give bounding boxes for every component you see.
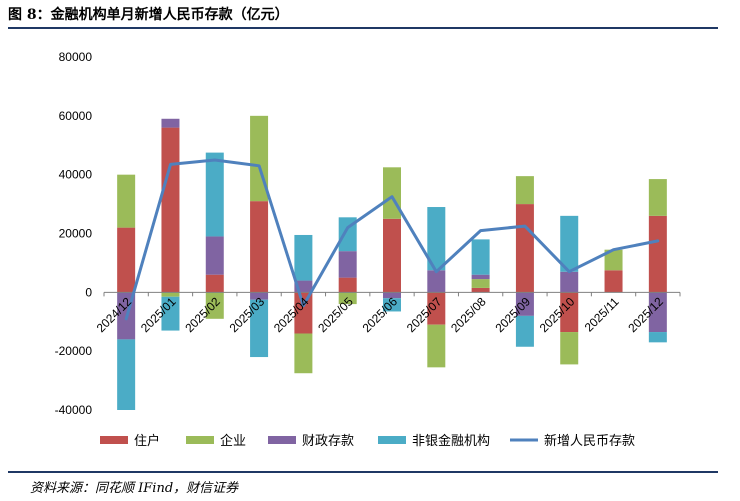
bar-segment — [515, 292, 534, 316]
bar-segment — [383, 298, 401, 312]
bar-segment — [161, 127, 180, 293]
x-tick-label: 2025/08 — [448, 294, 489, 335]
bar-segment — [427, 324, 446, 368]
bar-segment — [560, 271, 579, 293]
bar-segment — [250, 201, 269, 293]
bar-segment — [560, 215, 579, 272]
y-tick-label: 80000 — [59, 50, 93, 64]
y-tick-label: 40000 — [59, 168, 93, 182]
x-tick-label: 2025/05 — [315, 294, 356, 335]
source-note: 资料来源：同花顺 IFind，财信证券 — [30, 481, 239, 496]
chart-title: 图 8：金融机构单月新增人民币存款（亿元） — [8, 7, 289, 23]
bar-segment — [427, 270, 446, 293]
bar-segment — [338, 251, 357, 278]
bar-segment — [294, 280, 313, 293]
y-tick-label: 60000 — [59, 109, 93, 123]
legend-label: 财政存款 — [302, 434, 354, 449]
bar-segment — [604, 270, 623, 293]
bar-segment — [205, 292, 224, 319]
bar-segment — [205, 236, 224, 275]
bar-segment — [427, 207, 446, 271]
y-tick-label: -20000 — [55, 344, 93, 358]
legend-label: 非银金融机构 — [412, 433, 490, 449]
bar-segment — [205, 274, 224, 293]
bar-segment — [294, 292, 313, 334]
bottom-divider — [8, 471, 718, 473]
bar-segment — [117, 174, 136, 228]
bar-segment — [338, 292, 357, 305]
bar-segment — [648, 292, 667, 333]
bar-segment — [515, 315, 534, 347]
legend-label: 新增人民币存款 — [544, 433, 635, 449]
bar-segment — [515, 176, 534, 205]
bar-segment — [648, 179, 667, 216]
bar-segment — [250, 292, 269, 300]
bar-segment — [161, 296, 180, 331]
legend-swatch — [186, 436, 214, 444]
bar-segment — [471, 287, 490, 293]
x-tick-label: 2025/11 — [582, 294, 622, 334]
bar-segment — [648, 215, 667, 293]
bar-segment — [161, 292, 180, 297]
legend-swatch — [268, 436, 296, 444]
bar-segment — [471, 274, 490, 280]
bar-segment — [161, 118, 180, 128]
bar-segment — [560, 292, 579, 333]
legend-swatch — [100, 436, 128, 444]
y-tick-label: 0 — [85, 285, 92, 299]
bar-segment — [250, 299, 269, 358]
bar-segment — [117, 339, 136, 410]
bar-segment — [427, 292, 446, 325]
bar-segment — [383, 167, 401, 219]
bar-segment — [294, 333, 313, 374]
bar-segment — [338, 277, 357, 293]
bar-segment — [471, 279, 490, 288]
y-tick-label: 20000 — [59, 227, 93, 241]
top-divider — [8, 27, 718, 29]
legend-swatch — [378, 436, 406, 444]
line-series-total-deposits — [124, 158, 660, 321]
bar-segment — [117, 227, 136, 293]
bar-segment — [205, 152, 224, 237]
x-tick-label: 2025/06 — [360, 294, 401, 335]
y-tick-label: -40000 — [55, 403, 93, 417]
legend-label: 住户 — [134, 433, 160, 449]
bar-segment — [515, 204, 534, 293]
bar-segment — [471, 239, 490, 275]
bar-segment — [294, 234, 313, 281]
bar-segment — [383, 292, 401, 299]
bar-segment — [560, 332, 579, 365]
legend-label: 企业 — [220, 433, 246, 449]
bar-segment — [604, 249, 623, 271]
bar-segment — [383, 218, 401, 293]
bar-segment — [648, 332, 667, 343]
